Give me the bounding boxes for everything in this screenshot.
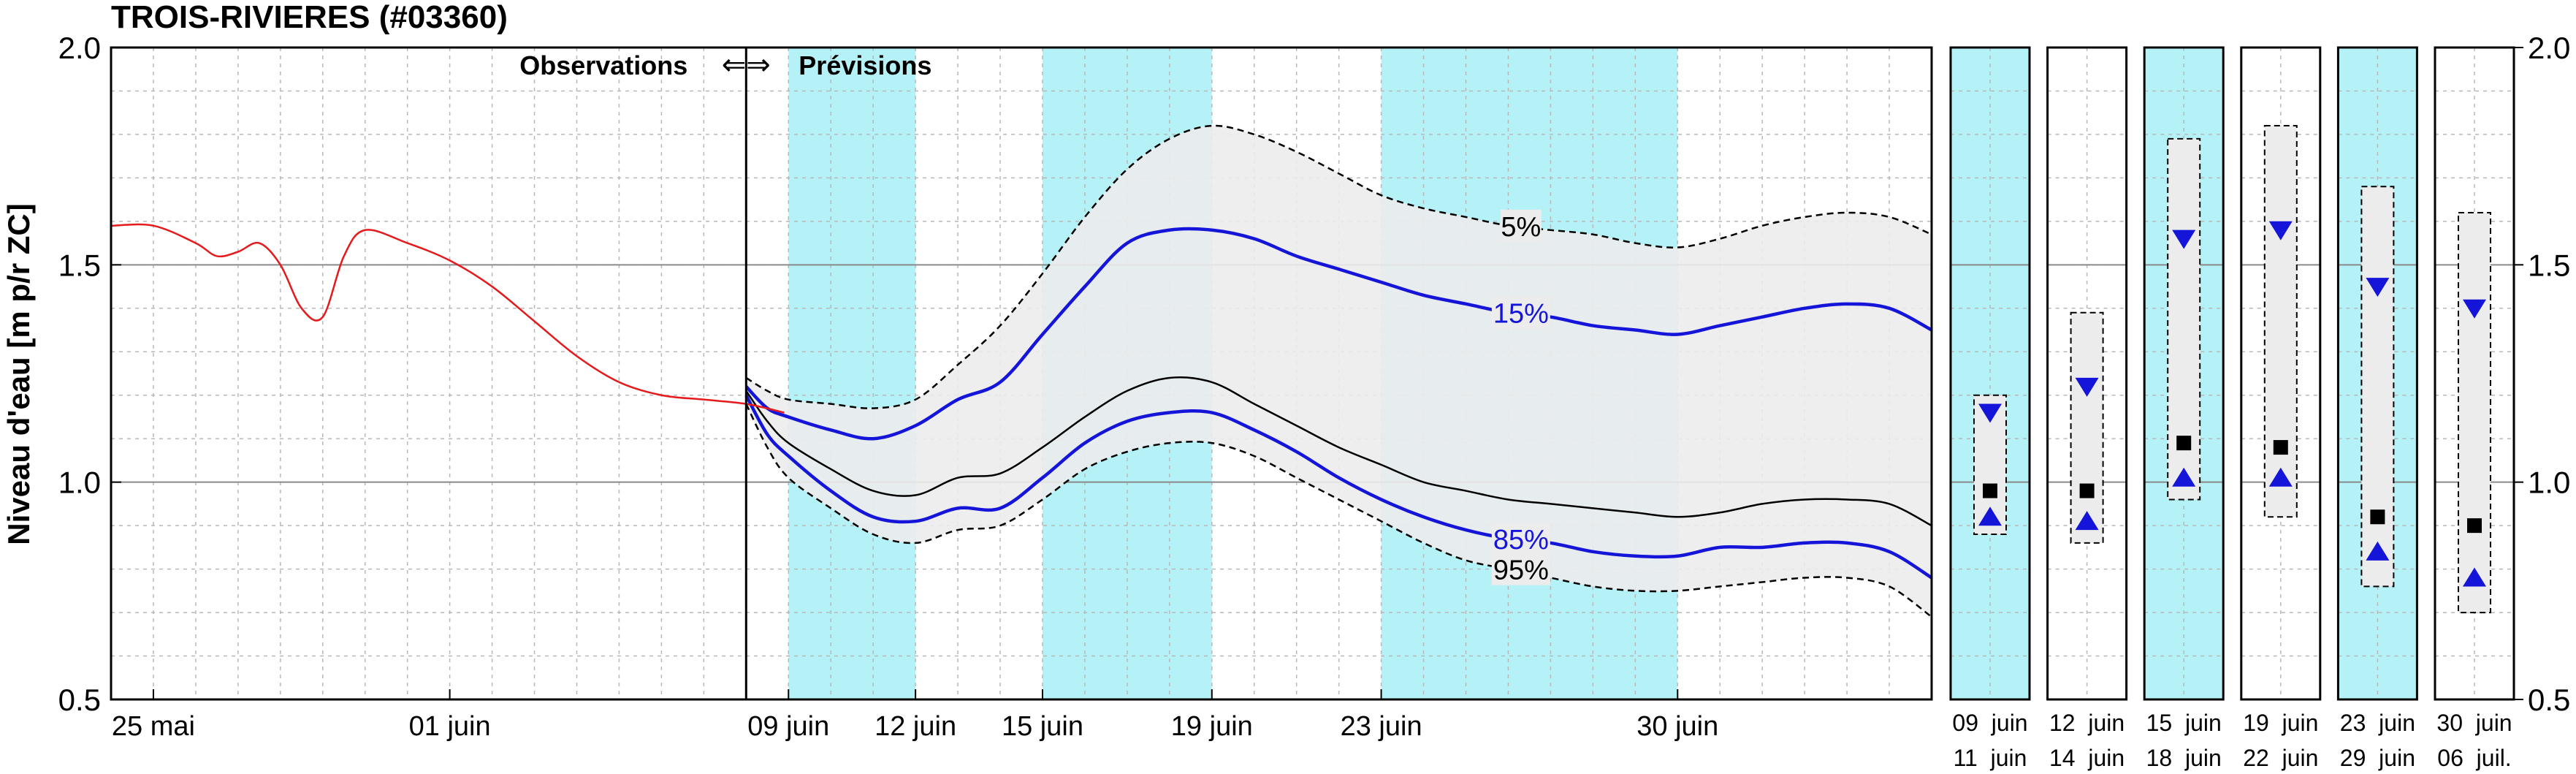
series-line-3 <box>744 394 1933 580</box>
series-label: 5% <box>1501 212 1541 243</box>
panel-range-box <box>2070 311 2104 544</box>
period-panel-3: 19 juin 22 juin <box>2240 46 2322 771</box>
lower-triangle <box>2268 467 2293 487</box>
series-label-bg <box>1491 553 1550 585</box>
x-tick-label: 01 juin <box>409 711 491 742</box>
x-tick-label: 15 juin <box>1002 711 1083 742</box>
upper-triangle <box>2366 278 2390 297</box>
x-tick-label: 19 juin <box>1171 711 1253 742</box>
panel-frame <box>2434 46 2515 701</box>
forecast-highlight-0 <box>788 48 916 699</box>
uncertainty-band <box>746 125 1932 618</box>
upper-triangle <box>1978 403 2002 423</box>
lower-triangle <box>2172 467 2196 487</box>
y-axis-label: Niveau d'eau [m p/r ZC] <box>1 203 36 545</box>
mean-square <box>2273 440 2288 455</box>
series-label-bg <box>1500 209 1542 242</box>
panel-date-start: 30 juin <box>2436 710 2512 736</box>
panel-date-end: 18 juin <box>2146 745 2222 771</box>
right-y-tick-label: 2.0 <box>2528 31 2570 65</box>
period-panel-1: 12 juin 14 juin <box>2046 46 2128 771</box>
panel-date-start: 12 juin <box>2049 710 2125 736</box>
x-tick-label: 12 juin <box>874 711 956 742</box>
mean-square <box>1983 483 1997 498</box>
series-line-0 <box>745 124 1932 409</box>
right-y-tick-label: 0.5 <box>2528 683 2570 717</box>
panel-frame <box>2336 46 2418 701</box>
lower-triangle <box>2463 567 2486 587</box>
panel-date-start: 23 juin <box>2340 710 2415 736</box>
y-tick-label: 2.0 <box>58 31 101 65</box>
mean-square <box>2176 436 2192 451</box>
upper-triangle <box>2075 377 2099 397</box>
panel-date-start: 15 juin <box>2146 710 2222 736</box>
panel-highlight <box>1951 48 2030 699</box>
lower-triangle <box>1978 506 2002 526</box>
series-line-2 <box>745 376 1932 527</box>
right-y-tick-label: 1.0 <box>2528 466 2570 500</box>
panel-frame <box>2143 46 2225 701</box>
upper-triangle <box>2172 229 2196 249</box>
plot-frame <box>110 46 1933 701</box>
previsions-label: Prévisions <box>799 50 931 80</box>
mean-square <box>2370 509 2385 525</box>
panel-frame <box>2046 46 2128 701</box>
y-tick-label: 1.5 <box>58 248 101 282</box>
x-tick-label: 23 juin <box>1341 711 1422 742</box>
series-label-bg <box>1491 296 1550 329</box>
panel-range-box <box>2263 125 2298 518</box>
lower-triangle <box>2366 541 2390 561</box>
mean-square <box>2079 483 2095 498</box>
upper-triangle <box>2463 299 2486 319</box>
panel-frame <box>1949 46 2031 701</box>
series-label: 95% <box>1493 555 1549 586</box>
period-panel-4: 23 juin 29 juin <box>2336 46 2418 771</box>
x-tick-label: 25 mai <box>112 711 195 742</box>
right-y-axis: 0.5 1.0 1.5 2.0 <box>2513 31 2570 717</box>
panel-date-start: 09 juin <box>1952 710 2027 736</box>
y-tick-label: 1.0 <box>58 466 101 500</box>
x-tick-label: 30 juin <box>1636 711 1718 742</box>
x-tick-label: 09 juin <box>747 711 829 742</box>
panel-date-end: 14 juin <box>2049 745 2125 771</box>
period-panels: 09 juin 11 juin 12 juin 14 juin 15 juin 18 ju… <box>1949 46 2515 771</box>
panel-date-end: 22 juin <box>2243 745 2318 771</box>
period-panel-0: 09 juin 11 juin <box>1949 46 2031 771</box>
series-label-bg <box>1491 522 1550 555</box>
series-label: 85% <box>1493 525 1549 555</box>
upper-triangle <box>2268 221 2293 240</box>
observation-forecast-arrows: ⇐⇒ <box>722 48 771 82</box>
panel-date-start: 19 juin <box>2243 710 2318 736</box>
series-line-4 <box>745 403 1932 618</box>
series-label: 15% <box>1493 299 1549 330</box>
observed-line <box>110 223 785 414</box>
series-line-1 <box>744 227 1933 441</box>
panel-date-end: 06 juil. <box>2437 745 2511 771</box>
period-panel-5: 30 juin 06 juil. <box>2434 46 2515 771</box>
y-tick-label: 0.5 <box>58 683 101 717</box>
panel-date-end: 29 juin <box>2340 745 2415 771</box>
period-panel-2: 15 juin 18 juin <box>2143 46 2225 771</box>
mean-square <box>2467 518 2482 534</box>
panel-range-box <box>2458 211 2491 614</box>
panel-frame <box>2240 46 2322 701</box>
panel-date-end: 11 juin <box>1954 745 2027 771</box>
observations-label: Observations <box>519 50 687 80</box>
right-y-tick-label: 1.5 <box>2528 248 2570 282</box>
panel-range-box <box>2360 186 2395 588</box>
main-plot: 5% 15% 85%95% Observations ⇐⇒ Prévisions 0.5 1.… <box>58 31 1933 742</box>
chart-title: TROIS-RIVIERES (#03360) <box>111 0 508 35</box>
lower-triangle <box>2075 511 2099 531</box>
